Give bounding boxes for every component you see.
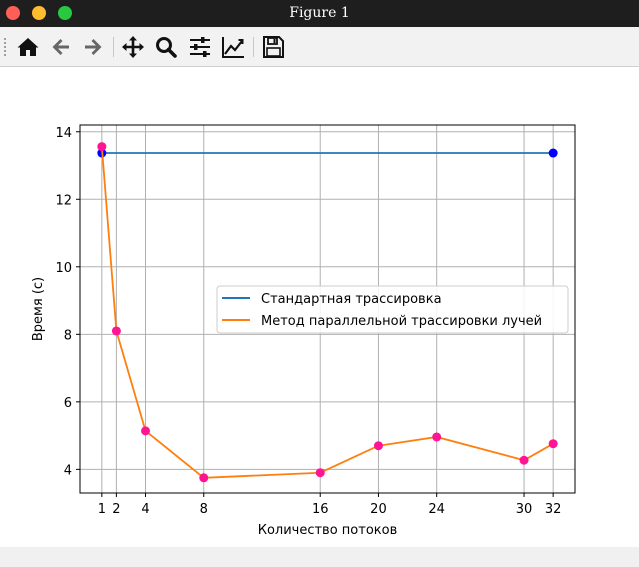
floppy-disk-icon: [263, 36, 284, 58]
sliders-icon: [190, 37, 210, 57]
pan-button[interactable]: [121, 35, 145, 59]
x-tick-label: 8: [200, 502, 208, 517]
x-tick-label: 2: [112, 502, 120, 517]
arrow-left-icon: [52, 39, 69, 55]
toolbar-separator: [113, 37, 114, 57]
arrow-right-icon: [85, 39, 102, 55]
legend-label-standard: Стандартная трассировка: [261, 292, 442, 307]
data-point-1: [111, 326, 121, 336]
back-button[interactable]: [49, 35, 73, 59]
move-icon: [122, 36, 144, 58]
x-tick-label: 20: [370, 502, 387, 517]
x-axis-label: Количество потоков: [258, 523, 398, 538]
y-tick-label: 10: [55, 261, 72, 276]
x-tick-label: 16: [312, 502, 329, 517]
line-chart-icon: [222, 37, 244, 58]
magnifier-icon: [156, 37, 177, 58]
data-point-1: [97, 142, 107, 152]
y-tick-label: 8: [64, 328, 72, 343]
zoom-button[interactable]: [154, 35, 178, 59]
y-tick-label: 4: [64, 463, 72, 478]
x-tick-label: 32: [545, 502, 562, 517]
status-bar: [0, 547, 639, 567]
series-layer: [97, 142, 558, 483]
y-tick-label: 14: [55, 126, 72, 141]
data-point-1: [432, 432, 442, 442]
data-point-1: [199, 473, 209, 483]
legend: Стандартная трассировка Метод параллельн…: [216, 285, 569, 334]
data-point-1: [548, 439, 558, 449]
forward-button[interactable]: [81, 35, 105, 59]
toolbar-separator: [253, 37, 254, 57]
home-button[interactable]: [16, 35, 40, 59]
toolbar-grip[interactable]: [3, 37, 7, 57]
data-point-1: [141, 426, 151, 436]
x-tick-label: 24: [428, 502, 445, 517]
axes-frame: [79, 124, 576, 494]
x-tick-label: 30: [516, 502, 533, 517]
toolbar: [0, 27, 639, 67]
window-title: Figure 1: [289, 5, 350, 21]
y-axis-label: Время (с): [31, 277, 46, 341]
x-tick-label: 4: [141, 502, 149, 517]
data-point-0: [548, 148, 558, 158]
y-tick-label: 12: [55, 193, 72, 208]
legend-box: [216, 285, 569, 334]
data-point-1: [519, 455, 529, 465]
y-tick-label: 6: [64, 396, 72, 411]
save-button[interactable]: [261, 35, 285, 59]
x-tick-label: 1: [98, 502, 106, 517]
close-window-button[interactable]: [6, 6, 20, 20]
edit-axis-button[interactable]: [221, 35, 245, 59]
title-bar: Figure 1: [0, 0, 639, 27]
figure-canvas[interactable]: 1 2 4 8 16 20 24 30 32 4 6 8 10 12 14 Количество поток…: [0, 67, 639, 547]
data-point-1: [373, 441, 383, 451]
home-icon: [17, 38, 39, 56]
subplots-button[interactable]: [188, 35, 212, 59]
maximize-window-button[interactable]: [58, 6, 72, 20]
data-point-1: [315, 468, 325, 478]
minimize-window-button[interactable]: [32, 6, 46, 20]
legend-label-parallel: Метод параллельной трассировки лучей: [261, 314, 542, 329]
